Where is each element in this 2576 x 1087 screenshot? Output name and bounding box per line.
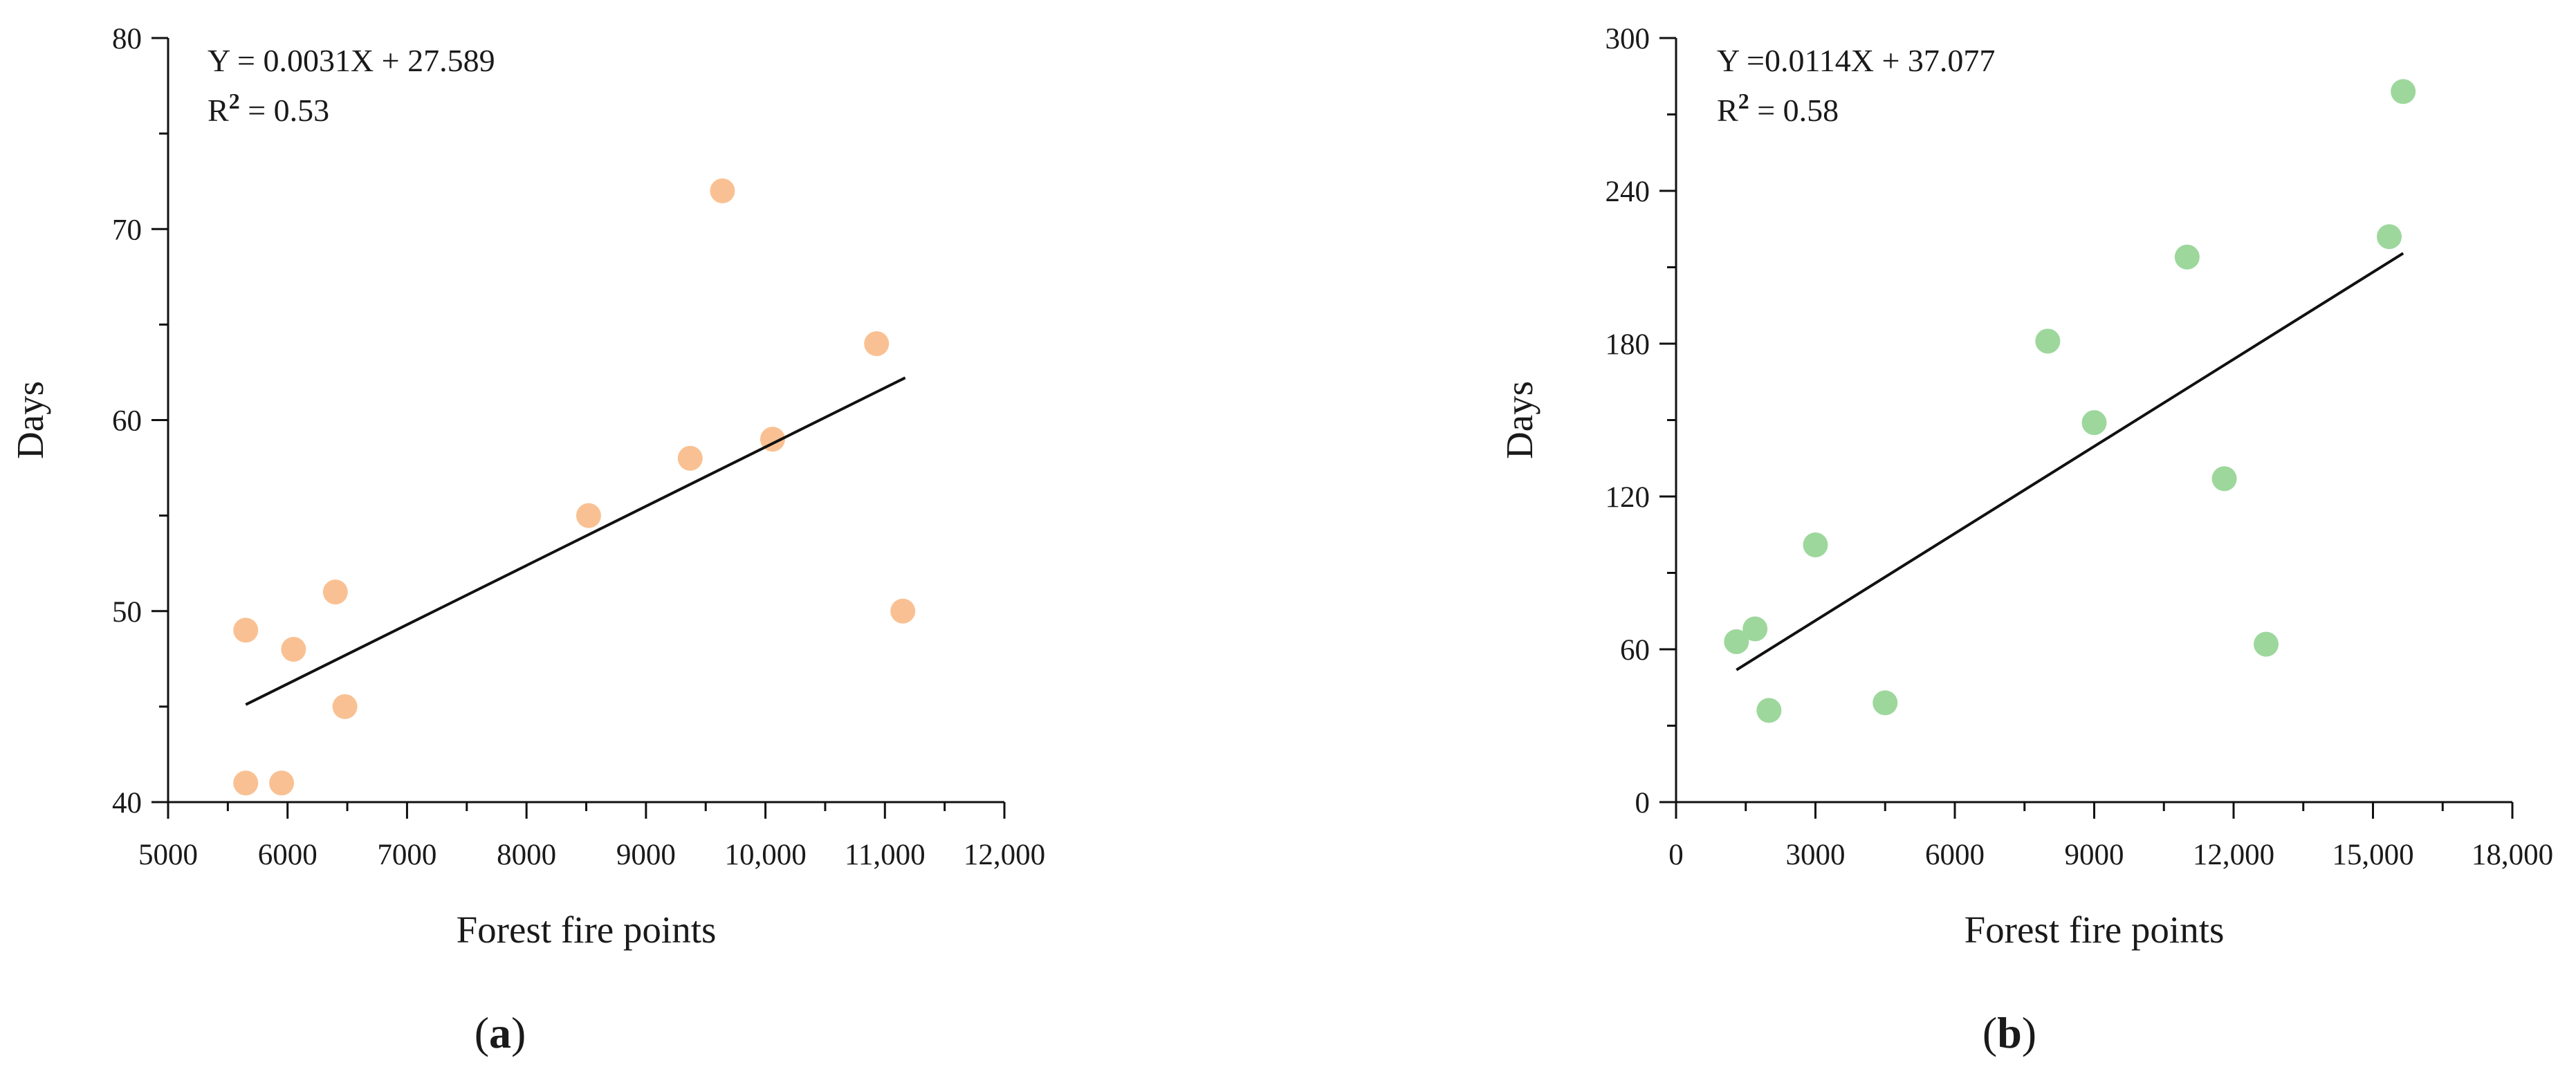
data-point xyxy=(1742,616,1768,642)
x-tick-label: 0 xyxy=(1668,839,1684,871)
x-tick-label: 6000 xyxy=(1925,839,1985,871)
panel-label-part: ( xyxy=(475,1008,489,1057)
data-point xyxy=(1724,629,1749,654)
panel-label: (a) xyxy=(475,1008,526,1057)
x-tick-label: 8000 xyxy=(497,839,556,871)
data-point xyxy=(890,598,916,624)
data-point xyxy=(864,331,890,356)
y-tick-label: 240 xyxy=(1606,176,1650,208)
r-squared-symbol: R xyxy=(1717,93,1738,128)
panel-label-part: a xyxy=(489,1008,511,1057)
x-tick-label: 7000 xyxy=(377,839,436,871)
x-axis-title: Forest fire points xyxy=(457,909,717,951)
y-tick-label: 180 xyxy=(1606,328,1650,361)
regression-equation: Y = 0.0031X + 27.589 xyxy=(208,43,495,78)
x-tick-label: 9000 xyxy=(2065,839,2124,871)
data-point xyxy=(269,770,295,796)
data-point xyxy=(332,694,358,719)
data-point xyxy=(281,637,306,662)
data-point xyxy=(1756,698,1782,723)
x-tick-label: 12,000 xyxy=(964,839,1045,871)
data-point xyxy=(2211,466,2237,492)
y-tick-label: 300 xyxy=(1606,23,1650,55)
x-tick-label: 11,000 xyxy=(845,839,926,871)
x-tick-label: 15,000 xyxy=(2332,839,2413,871)
data-point xyxy=(233,617,259,643)
data-point xyxy=(233,770,259,796)
data-point xyxy=(322,579,348,605)
x-tick-label: 10,000 xyxy=(724,839,806,871)
data-point xyxy=(710,178,735,203)
data-point xyxy=(2377,224,2402,250)
panel-label-part: ( xyxy=(1982,1008,1997,1057)
data-point xyxy=(2081,410,2107,436)
data-point xyxy=(2254,631,2279,657)
data-point xyxy=(677,445,703,471)
r-squared-label: R2 = 0.58 xyxy=(1717,89,1839,128)
x-tick-label: 6000 xyxy=(258,839,318,871)
regression-line xyxy=(1736,252,2404,671)
data-point xyxy=(2391,79,2416,104)
x-tick-label: 5000 xyxy=(138,839,198,871)
data-point xyxy=(576,503,601,528)
data-point xyxy=(2174,244,2200,270)
r-squared-superscript: 2 xyxy=(229,89,240,113)
panel-a-scatter-chart: 40 50 60 70 80 5000 6000 7000 8000 9000 10,000 11,0… xyxy=(9,23,1045,1057)
x-axis-title: Forest fire points xyxy=(1965,909,2225,951)
panel-label-part: ) xyxy=(2022,1008,2036,1057)
r-squared-label: R2 = 0.53 xyxy=(208,89,329,128)
data-point xyxy=(1803,532,1828,557)
r-squared-symbol: R xyxy=(208,93,229,128)
y-tick-label: 60 xyxy=(112,405,142,438)
regression-line xyxy=(245,376,906,706)
y-tick-label: 60 xyxy=(1620,634,1650,667)
y-axis-title: Days xyxy=(9,381,51,459)
x-tick-label: 12,000 xyxy=(2193,839,2274,871)
data-point xyxy=(2035,328,2061,354)
r-squared-superscript: 2 xyxy=(1738,89,1749,113)
data-point xyxy=(1873,690,1898,716)
x-tick-label: 3000 xyxy=(1786,839,1846,871)
x-tick-label: 18,000 xyxy=(2472,839,2553,871)
y-tick-label: 70 xyxy=(112,214,142,246)
y-tick-label: 120 xyxy=(1606,481,1650,514)
panel-label-part: b xyxy=(1997,1008,2022,1057)
y-tick-label: 80 xyxy=(112,23,142,55)
panel-label: (b) xyxy=(1982,1008,2036,1057)
y-tick-label: 0 xyxy=(1635,787,1650,819)
y-tick-label: 50 xyxy=(112,596,142,629)
r-squared-value: = 0.58 xyxy=(1749,93,1839,128)
r-squared-value: = 0.53 xyxy=(240,93,329,128)
y-tick-label: 40 xyxy=(112,787,142,819)
x-tick-label: 9000 xyxy=(616,839,676,871)
regression-equation: Y =0.0114X + 37.077 xyxy=(1717,43,1995,78)
y-axis-title: Days xyxy=(1498,381,1540,459)
panel-label-part: ) xyxy=(511,1008,526,1057)
